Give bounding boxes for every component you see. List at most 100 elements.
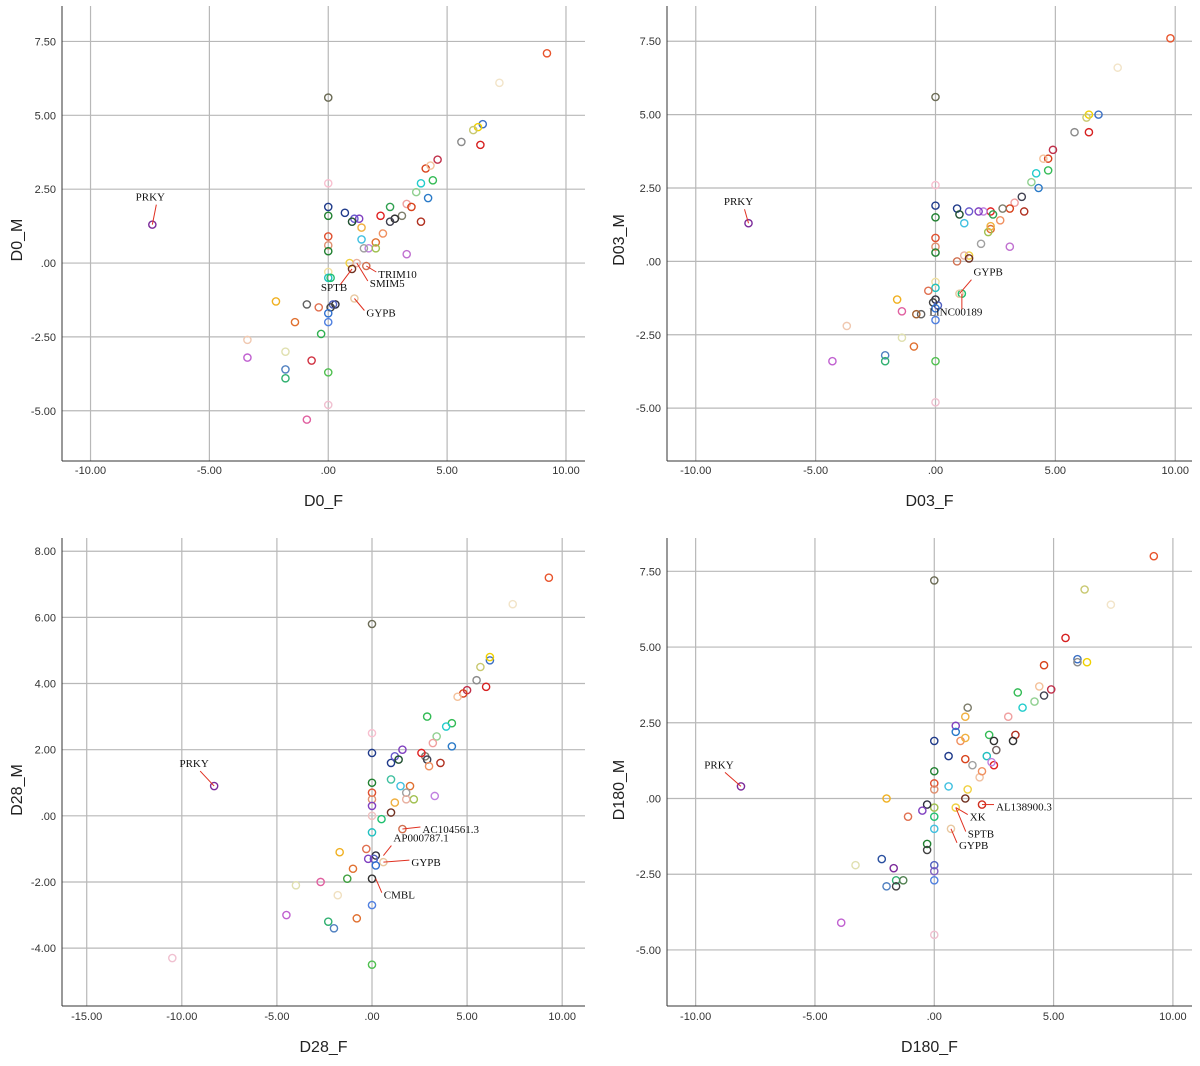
data-point (931, 180, 940, 190)
data-point (377, 814, 386, 824)
data-point (367, 619, 377, 629)
data-point (1046, 685, 1056, 694)
data-point (357, 223, 366, 232)
data-point (931, 277, 940, 287)
data-point (1010, 198, 1019, 207)
data-point (1061, 633, 1070, 643)
annotation-leader (744, 209, 749, 224)
data-point (350, 294, 359, 303)
data-point (342, 874, 352, 883)
data-point (354, 214, 364, 224)
data-point (1070, 127, 1079, 137)
data-point (243, 353, 252, 362)
y-axis-title: D0_M (9, 219, 26, 262)
data-point (361, 844, 371, 854)
data-point (271, 297, 281, 306)
annotation-label: AL138900.3 (996, 802, 1052, 814)
x-tick-label: -5.00 (803, 465, 828, 477)
data-point (281, 347, 290, 356)
y-tick-label: 2.50 (640, 718, 661, 730)
data-point (347, 264, 357, 274)
y-tick-label: -5.00 (636, 945, 661, 957)
y-tick-label: -2.50 (636, 330, 661, 342)
data-point (281, 373, 290, 383)
x-tick-label: .00 (927, 1011, 942, 1023)
annotation-label: LINC00189 (929, 307, 983, 319)
data-point (1082, 113, 1091, 122)
data-point (428, 176, 438, 185)
annotation-label: CMBL (384, 890, 415, 902)
data-point (323, 246, 333, 256)
data-point (363, 854, 373, 864)
data-point (352, 914, 362, 923)
data-point (931, 356, 940, 366)
data-point (371, 861, 381, 870)
data-point (922, 845, 932, 855)
data-point (1030, 697, 1039, 706)
x-tick-label: 10.00 (552, 465, 580, 477)
data-point (1034, 183, 1043, 193)
data-point (984, 730, 994, 740)
data-point (1073, 654, 1082, 664)
y-axis-title: D180_M (611, 760, 628, 820)
data-point (291, 880, 301, 890)
data-point (371, 238, 381, 247)
data-point (1019, 207, 1029, 216)
annotation-leader (955, 807, 967, 832)
data-point (402, 249, 412, 259)
data-point (951, 803, 961, 812)
scatter-panel-1: -10.00 -5.00 .00 5.00 10.00 -5.00 -2.50 .00 2.50… (9, 6, 585, 510)
scatter-panel-4: -10.00 -5.00 .00 5.00 10.00 -5.00 -2.50 .00 2.50… (611, 538, 1192, 1056)
x-tick-label: 5.00 (456, 1011, 477, 1023)
data-point (209, 781, 219, 791)
data-point (290, 317, 300, 327)
data-point (367, 728, 377, 738)
annotation-label: PRKY (179, 758, 208, 770)
data-point (909, 342, 919, 351)
y-tick-label: 2.00 (35, 745, 56, 757)
data-point (422, 712, 432, 721)
data-point (1031, 169, 1041, 178)
data-point (931, 242, 940, 252)
x-tick-label: 10.00 (548, 1011, 576, 1023)
y-tick-label: -2.00 (31, 877, 56, 889)
data-point (386, 758, 396, 768)
y-tick-label: 7.50 (640, 36, 661, 48)
data-point (944, 782, 953, 791)
data-point (988, 210, 998, 219)
y-axis-title: D28_M (9, 764, 26, 816)
annotation-leader (354, 298, 365, 311)
data-point (329, 923, 339, 933)
data-point (367, 748, 377, 758)
data-point (428, 738, 438, 748)
data-point (964, 251, 974, 260)
data-point (931, 304, 940, 313)
annotation-leader (356, 262, 369, 282)
data-point (323, 317, 333, 327)
data-point (929, 875, 939, 885)
data-point (386, 808, 396, 817)
data-point (307, 356, 316, 365)
annotation-leader (950, 828, 958, 843)
data-point (348, 864, 358, 874)
data-point (1017, 192, 1027, 202)
data-point (1084, 127, 1094, 137)
data-point (411, 187, 421, 197)
x-axis-title: D180_F (901, 1039, 958, 1056)
data-point (1106, 600, 1116, 609)
data-point (960, 754, 970, 764)
data-point (323, 400, 333, 410)
data-point (323, 917, 333, 926)
data-point (396, 781, 405, 791)
data-point (931, 315, 940, 325)
x-tick-label: -5.00 (802, 1011, 827, 1023)
data-point (931, 397, 940, 407)
data-point (314, 303, 324, 312)
data-point (931, 213, 940, 222)
data-point (931, 201, 940, 210)
data-point (736, 782, 746, 791)
data-point (931, 233, 940, 243)
data-point (282, 910, 291, 920)
data-point (964, 254, 974, 263)
data-point (405, 781, 415, 791)
